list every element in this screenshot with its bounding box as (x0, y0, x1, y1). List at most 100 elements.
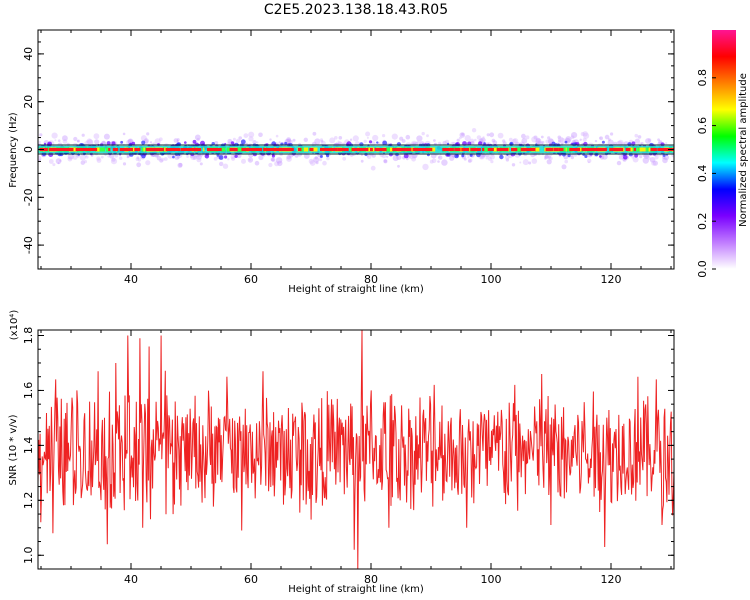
spectrogram-peak-cell (531, 148, 536, 151)
snr-ylabel: SNR (10 * v/v) (8, 414, 19, 485)
spectrogram-ytick-label: 40 (22, 47, 35, 61)
spectrogram-halo-cell (232, 137, 236, 141)
spectrogram-halo-cell (313, 156, 320, 163)
spectrogram-xtick-label: 80 (364, 273, 378, 286)
spectrogram-halo-cell (286, 154, 292, 160)
spectrogram-mid-cell (599, 155, 602, 158)
spectrogram-hot-cell (492, 147, 497, 152)
spectrogram-halo-cell (59, 159, 62, 162)
spectrogram-halo-cell (366, 136, 369, 139)
spectrogram-halo-cell (504, 155, 510, 160)
spectrogram-ytick-label: -40 (22, 236, 35, 254)
spectrogram-halo-cell (93, 133, 100, 140)
spectrogram-halo-cell (154, 138, 161, 145)
spectrogram-ytick-label: 20 (22, 95, 35, 109)
spectrogram-halo-cell (415, 141, 419, 145)
spectrogram-peak-cell (108, 148, 111, 151)
spectrogram-peak-cell (360, 148, 369, 151)
spectrogram-halo-cell (222, 163, 229, 169)
spectrogram-halo-cell (77, 139, 80, 143)
spectrogram-halo-cell (79, 154, 87, 161)
spectrogram-halo-cell (39, 133, 43, 137)
spectrogram-hot-cell (220, 147, 224, 152)
spectrogram-halo-cell (544, 154, 549, 160)
spectrogram-halo-cell (62, 135, 68, 142)
spectrogram-halo-cell (321, 140, 324, 143)
spectrogram-halo-cell (338, 136, 343, 140)
snr-ytick-label: 1.6 (22, 382, 35, 400)
spectrogram-halo-cell (315, 161, 319, 165)
spectrogram-peak-cell (192, 148, 199, 151)
spectrogram-halo-cell (456, 138, 460, 142)
spectrogram-halo-cell (476, 135, 482, 140)
spectrogram-marks (38, 128, 674, 171)
spectrogram-hot-cell (562, 147, 566, 152)
spectrogram-halo-cell (564, 159, 568, 164)
spectrogram-halo-cell (122, 132, 126, 136)
spectrogram-hot-cell (628, 147, 635, 152)
spectrogram-peak-cell (332, 148, 338, 151)
snr-panel: 40 60 80 100 120 1.0 1.2 1.4 1.6 1.8 Height of st… (8, 310, 675, 595)
spectrogram-halo-cell (94, 139, 100, 145)
spectrogram-halo-cell (502, 141, 507, 146)
spectrogram-peak-cell (121, 148, 128, 151)
spectrogram-halo-cell (392, 155, 399, 162)
spectrogram-halo-cell (570, 135, 575, 139)
spectrogram-halo-cell (86, 138, 93, 144)
spectrogram-halo-cell (486, 133, 490, 137)
spectrogram-peak-cell (197, 148, 202, 151)
spectrogram-halo-cell (644, 153, 650, 158)
spectrogram-halo-cell (416, 141, 420, 144)
spectrogram-mid-cell (564, 140, 568, 144)
spectrogram-peak-cell (284, 148, 289, 151)
spectrogram-halo-cell (254, 160, 260, 166)
spectrogram-halo-cell (145, 160, 151, 166)
spectrogram-hot-cell (236, 147, 240, 152)
spectrogram-halo-cell (405, 134, 411, 140)
spectrogram-halo-cell (367, 154, 372, 159)
spectrogram-hot-cell (106, 147, 111, 152)
spectrogram-halo-cell (67, 156, 73, 162)
spectrogram-halo-cell (594, 139, 598, 143)
spectrogram-halo-cell (547, 155, 551, 159)
spectrogram-halo-cell (111, 157, 116, 162)
spectrogram-halo-cell (322, 160, 327, 166)
spectrogram-peak-cell (181, 148, 185, 151)
spectrogram-halo-cell (126, 155, 130, 158)
spectrogram-halo-cell (55, 158, 62, 165)
spectrogram-peak-cell (158, 148, 165, 151)
spectrogram-mid-cell (461, 154, 465, 158)
spectrogram-mid-cell (141, 140, 146, 145)
spectrogram-mid-cell (454, 153, 459, 159)
spectrogram-peak-cell (511, 148, 517, 151)
spectrogram-peak-cell (241, 148, 247, 151)
spectrogram-halo-cell (363, 139, 367, 144)
spectrogram-halo-cell (258, 132, 263, 138)
spectrogram-halo-cell (243, 133, 249, 139)
spectrogram-peak-cell (379, 148, 387, 151)
spectrogram-halo-cell (511, 163, 516, 167)
spectrogram-hot-cell (637, 147, 642, 152)
spectrogram-halo-cell (247, 157, 254, 163)
spectrogram-mid-cell (240, 139, 246, 145)
spectrogram-peak-cell (127, 148, 133, 151)
spectrogram-halo-cell (80, 160, 86, 165)
spectrogram-mid-cell (584, 154, 588, 158)
spectrogram-halo-cell (643, 153, 650, 160)
snr-ytick-label: 1.8 (22, 327, 35, 345)
spectrogram-hot-cell (226, 147, 230, 152)
spectrogram-peak-cell (463, 148, 467, 151)
spectrogram-peak-cell (425, 148, 433, 151)
spectrogram-halo-cell (227, 158, 230, 161)
spectrogram-halo-cell (610, 132, 614, 136)
spectrogram-halo-cell (372, 134, 379, 142)
spectrogram-halo-cell (459, 132, 466, 138)
spectrogram-halo-cell (480, 138, 484, 142)
spectrogram-hot-cell (430, 147, 436, 152)
spectrogram-halo-cell (474, 138, 477, 142)
spectrogram-panel: 40 60 80 100 120 -40 -20 0 20 40 Height of straig… (8, 29, 675, 295)
spectrogram-mid-cell (469, 153, 473, 157)
spectrogram-halo-cell (599, 136, 603, 141)
spectrogram-hot-cell (535, 147, 540, 152)
spectrogram-halo-cell (491, 138, 496, 143)
